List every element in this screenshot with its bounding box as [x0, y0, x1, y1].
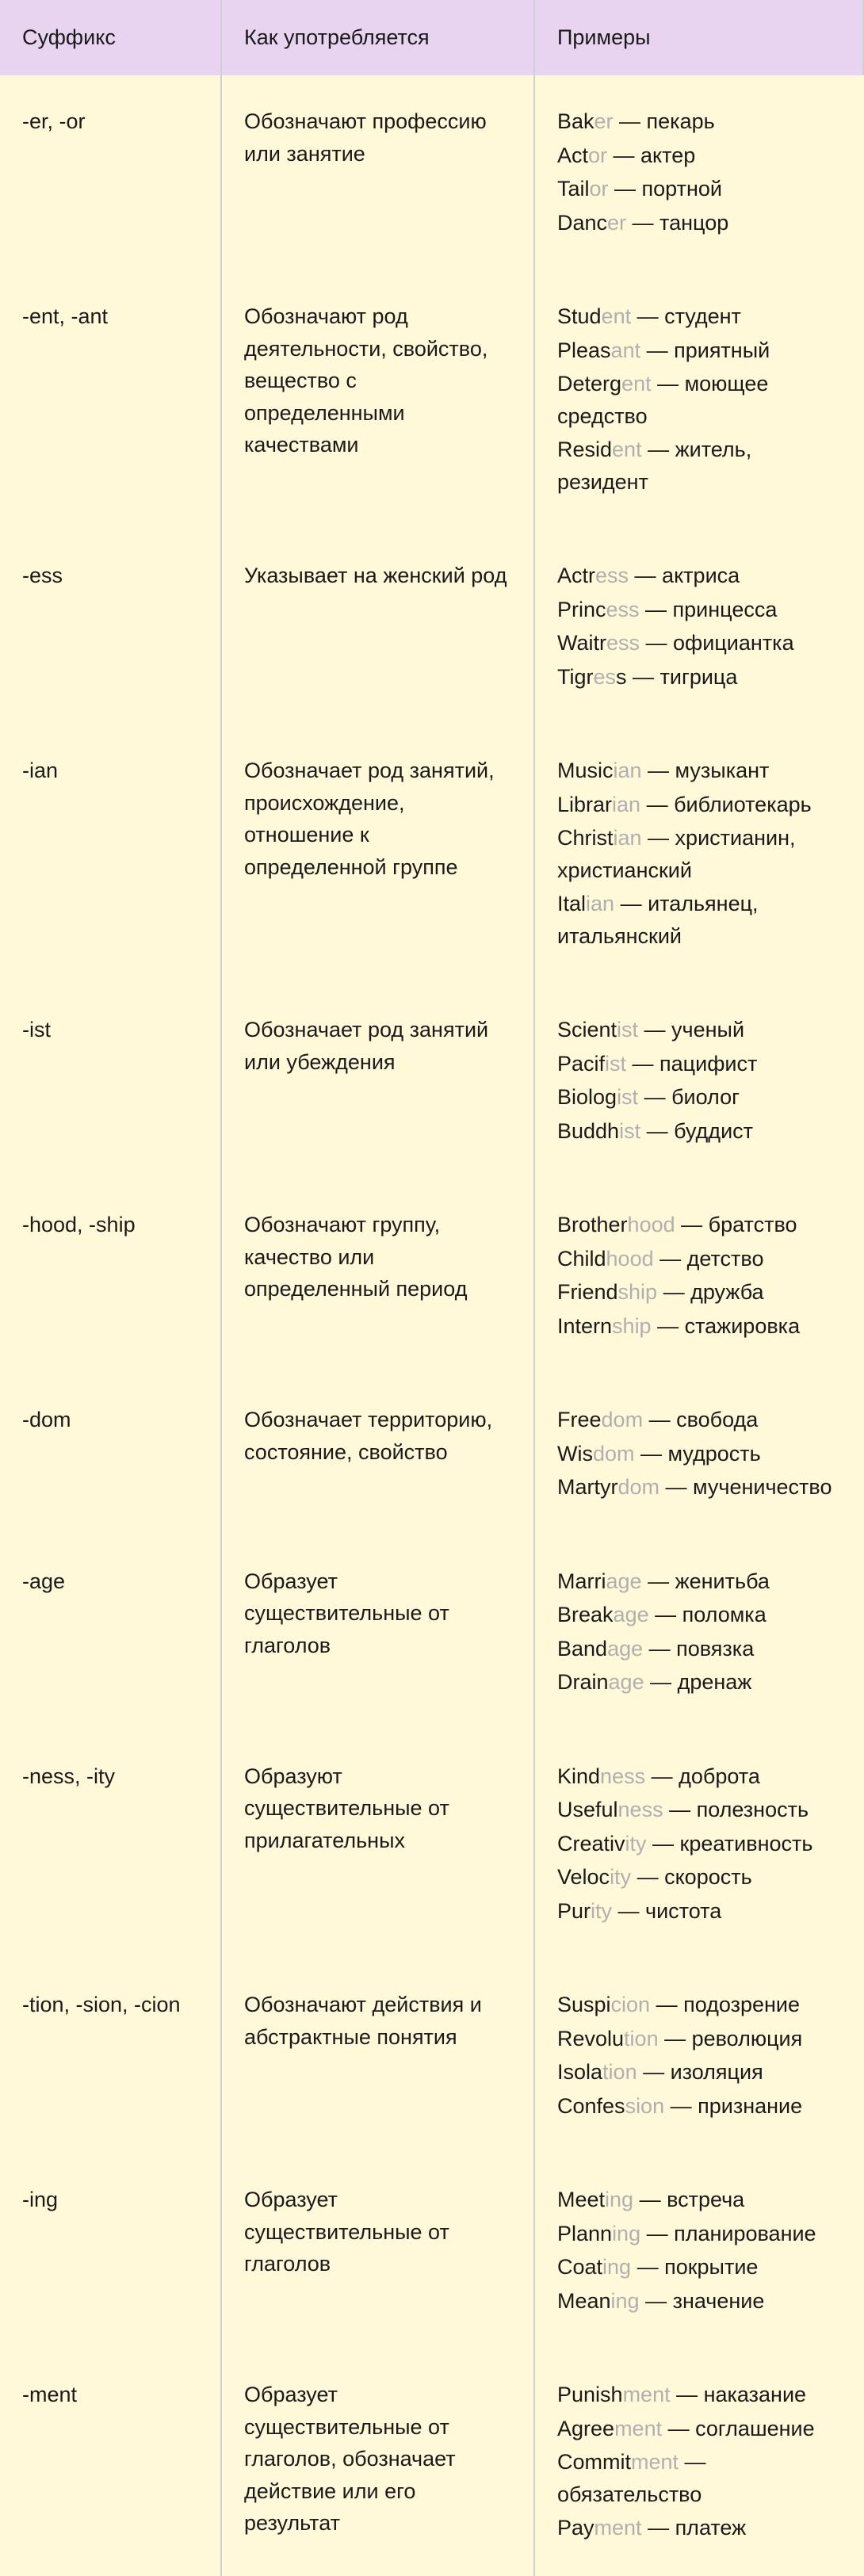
example-line: Wisdom — мудрость — [557, 1438, 842, 1470]
usage-cell: Обозначают профессию или занятие — [222, 75, 535, 270]
suffix-cell: -er, -or — [0, 75, 222, 270]
suffix-cell: -ment — [0, 2349, 222, 2576]
example-line: Planning — планирование — [557, 2218, 842, 2250]
example-line: Internship — стажировка — [557, 1310, 842, 1343]
example-line: Meaning — значение — [557, 2285, 842, 2318]
example-line: Revolution — революция — [557, 2023, 842, 2055]
usage-cell: Обозначает род занятий, происхождение, о… — [222, 724, 535, 984]
example-line: Actor — актер — [557, 140, 842, 172]
examples-cell: Suspicion — подозрениеRevolution — револ… — [535, 1959, 864, 2154]
suffix-cell: -ness, -ity — [0, 1730, 222, 1959]
example-line: Creativity — креативность — [557, 1828, 842, 1860]
example-line: Usefulness — полезность — [557, 1794, 842, 1826]
example-line: Velocity — скорость — [557, 1861, 842, 1894]
suffix-cell: -ent, -ant — [0, 270, 222, 529]
suffix-cell: -hood, -ship — [0, 1179, 222, 1374]
example-line: Marriage — женитьба — [557, 1565, 842, 1598]
example-line: Tailor — портной — [557, 173, 842, 205]
example-line: Musician — музыкант — [557, 755, 842, 787]
example-line: Brotherhood — братство — [557, 1209, 842, 1241]
usage-cell: Обозначает род занятий или убеждения — [222, 984, 535, 1179]
suffix-cell: -ian — [0, 724, 222, 984]
example-line: Drainage — дренаж — [557, 1666, 842, 1699]
example-line: Christian — христианин, христианский — [557, 822, 842, 886]
example-line: Coating — покрытие — [557, 2251, 842, 2284]
suffix-cell: -age — [0, 1535, 222, 1730]
examples-cell: Meeting — встречаPlanning — планирование… — [535, 2154, 864, 2349]
example-line: Italian — итальянец, итальянский — [557, 888, 842, 952]
example-line: Dancer — танцор — [557, 207, 842, 239]
suffix-cell: -tion, -sion, -cion — [0, 1959, 222, 2154]
examples-cell: Brotherhood — братствоChildhood — детств… — [535, 1179, 864, 1374]
examples-cell: Student — студентPleasant — приятныйDete… — [535, 270, 864, 529]
example-line: Biologist — биолог — [557, 1081, 842, 1114]
example-line: Pacifist — пацифист — [557, 1048, 842, 1080]
examples-cell: Baker — пекарьActor — актерTailor — порт… — [535, 75, 864, 270]
example-line: Student — студент — [557, 300, 842, 333]
usage-cell: Обозначает территорию, состояние, свойст… — [222, 1374, 535, 1535]
suffix-cell: -ist — [0, 984, 222, 1179]
examples-cell: Kindness — добротаUsefulness — полезност… — [535, 1730, 864, 1959]
examples-cell: Marriage — женитьбаBreakage — поломкаBan… — [535, 1535, 864, 1730]
examples-cell: Scientist — ученыйPacifist — пацифистBio… — [535, 984, 864, 1179]
example-line: Scientist — ученый — [557, 1014, 842, 1046]
suffix-table: Суффикс Как употребляется Примеры -er, -… — [0, 0, 864, 2576]
example-line: Purity — чистота — [557, 1895, 842, 1928]
header-examples: Примеры — [535, 0, 864, 75]
example-line: Librarian — библиотекарь — [557, 789, 842, 821]
example-line: Confession — признание — [557, 2090, 842, 2123]
example-line: Agreement — соглашение — [557, 2413, 842, 2445]
examples-cell: Actress — актрисаPrincess — принцессаWai… — [535, 529, 864, 724]
example-line: Detergent — моющее средство — [557, 368, 842, 432]
example-line: Breakage — поломка — [557, 1599, 842, 1631]
example-line: Actress — актриса — [557, 560, 842, 592]
usage-cell: Образует существительные от глаголов — [222, 2154, 535, 2349]
usage-cell: Обозначают род деятельности, свойство, в… — [222, 270, 535, 529]
example-line: Childhood — детство — [557, 1243, 842, 1275]
usage-cell: Образуют существительные от прилагательн… — [222, 1730, 535, 1959]
example-line: Princess — принцесса — [557, 594, 842, 626]
examples-cell: Musician — музыкантLibrarian — библиотек… — [535, 724, 864, 984]
example-line: Bandage — повязка — [557, 1633, 842, 1665]
header-suffix: Суффикс — [0, 0, 222, 75]
usage-cell: Указывает на женский род — [222, 529, 535, 724]
suffix-cell: -ess — [0, 529, 222, 724]
example-line: Freedom — свобода — [557, 1404, 842, 1436]
example-line: Pleasant — приятный — [557, 334, 842, 367]
example-line: Tigress — тигрица — [557, 661, 842, 694]
usage-cell: Обозначают действия и абстрактные поняти… — [222, 1959, 535, 2154]
example-line: Baker — пекарь — [557, 105, 842, 138]
example-line: Buddhist — буддист — [557, 1115, 842, 1148]
examples-cell: Freedom — свободаWisdom — мудростьMartyr… — [535, 1374, 864, 1535]
example-line: Suspicion — подозрение — [557, 1989, 842, 2021]
usage-cell: Образует существительные от глаголов, об… — [222, 2349, 535, 2576]
example-line: Punishment — наказание — [557, 2379, 842, 2411]
examples-cell: Punishment — наказаниеAgreement — соглаш… — [535, 2349, 864, 2576]
header-usage: Как употребляется — [222, 0, 535, 75]
suffix-cell: -dom — [0, 1374, 222, 1535]
example-line: Waitress — официантка — [557, 627, 842, 659]
usage-cell: Образует существительные от глаголов — [222, 1535, 535, 1730]
example-line: Payment — платеж — [557, 2512, 842, 2544]
example-line: Friendship — дружба — [557, 1276, 842, 1309]
example-line: Meeting — встреча — [557, 2184, 842, 2216]
example-line: Kindness — доброта — [557, 1760, 842, 1793]
example-line: Commitment — обязательство — [557, 2446, 842, 2510]
suffix-cell: -ing — [0, 2154, 222, 2349]
example-line: Resident — житель, резидент — [557, 434, 842, 498]
example-line: Isolation — изоляция — [557, 2056, 842, 2089]
usage-cell: Обозначают группу, качество или определе… — [222, 1179, 535, 1374]
example-line: Martyrdom — мученичество — [557, 1471, 842, 1504]
